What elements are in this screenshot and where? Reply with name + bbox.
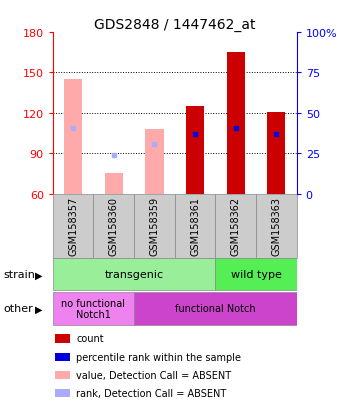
Text: GSM158362: GSM158362 [231,197,241,256]
FancyBboxPatch shape [53,259,216,290]
Title: GDS2848 / 1447462_at: GDS2848 / 1447462_at [94,18,255,32]
Text: other: other [3,304,33,314]
Text: value, Detection Call = ABSENT: value, Detection Call = ABSENT [76,370,231,380]
FancyBboxPatch shape [256,194,297,258]
Text: GSM158357: GSM158357 [68,197,78,256]
Text: no functional
Notch1: no functional Notch1 [61,298,125,320]
FancyBboxPatch shape [93,194,134,258]
Bar [186,107,204,194]
FancyBboxPatch shape [175,194,216,258]
Bar [55,335,70,343]
Bar [55,353,70,361]
Bar [145,130,164,194]
FancyBboxPatch shape [216,259,297,290]
FancyBboxPatch shape [53,292,134,325]
Bar [267,112,285,194]
Bar [105,174,123,194]
Text: ▶: ▶ [35,304,43,314]
Bar [226,53,245,194]
Text: ▶: ▶ [35,270,43,280]
Text: GSM158359: GSM158359 [149,197,160,256]
FancyBboxPatch shape [134,292,297,325]
Text: GSM158361: GSM158361 [190,197,200,256]
FancyBboxPatch shape [134,194,175,258]
Bar [64,80,82,194]
Text: strain: strain [3,270,35,280]
Text: rank, Detection Call = ABSENT: rank, Detection Call = ABSENT [76,388,226,398]
Text: GSM158363: GSM158363 [271,197,281,256]
Text: GSM158360: GSM158360 [109,197,119,256]
FancyBboxPatch shape [216,194,256,258]
Text: wild type: wild type [231,270,281,280]
Text: percentile rank within the sample: percentile rank within the sample [76,352,241,362]
Bar [55,389,70,397]
Text: count: count [76,334,104,344]
Text: functional Notch: functional Notch [175,304,256,314]
FancyBboxPatch shape [53,194,93,258]
Bar [55,371,70,379]
Text: transgenic: transgenic [105,270,164,280]
